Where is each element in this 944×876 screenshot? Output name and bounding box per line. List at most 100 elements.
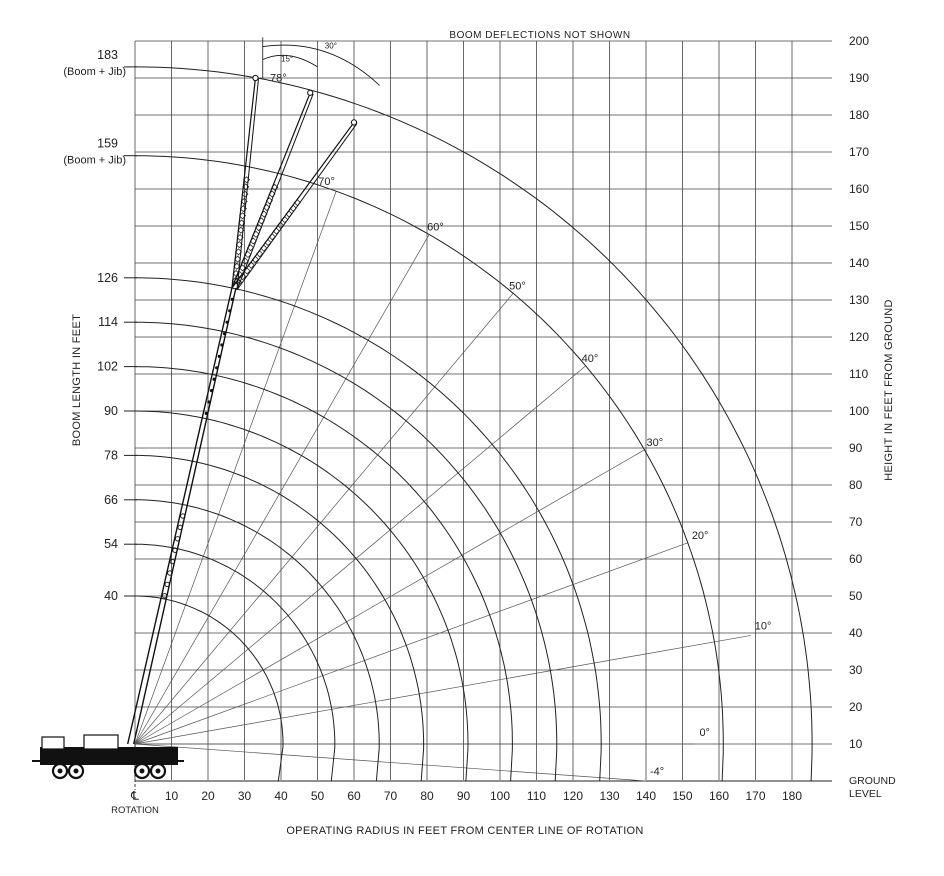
jib-lattice xyxy=(240,197,248,205)
jib-lattice xyxy=(252,230,260,238)
y-tick-label: 30 xyxy=(849,663,863,677)
x-tick-label: 60 xyxy=(347,789,361,803)
boom-rivet xyxy=(207,400,211,404)
x-tick-label: 30 xyxy=(238,789,252,803)
x-tick-label: 90 xyxy=(457,789,471,803)
jib-lattice xyxy=(239,212,247,220)
y-tick-label: 70 xyxy=(849,515,863,529)
labels: 10 20 30 40 50 60 70 80 90 100 110 120 130 140 150 160 1… xyxy=(63,34,869,803)
crane-cab xyxy=(41,736,65,750)
jib-lattice xyxy=(235,241,243,249)
length-arc-54 xyxy=(135,543,336,782)
length-label: 114 xyxy=(98,315,118,329)
boom-rivet xyxy=(174,536,181,542)
top-note: BOOM DEFLECTIONS NOT SHOWN xyxy=(449,30,630,41)
jib-lattice xyxy=(247,261,255,269)
y-tick-label: 190 xyxy=(849,71,869,85)
jib-lattice xyxy=(239,273,247,281)
x-tick-label: 20 xyxy=(201,789,215,803)
jib-lattice xyxy=(232,270,240,278)
boom-rivet xyxy=(177,524,183,531)
boom-rivet xyxy=(204,411,208,415)
angle-label: 70° xyxy=(318,176,335,188)
jib-lattice xyxy=(243,176,251,184)
jib-tip xyxy=(350,119,358,126)
length-arc-40 xyxy=(135,595,284,782)
jib-lattice xyxy=(271,183,279,191)
jib-lattice xyxy=(272,227,280,235)
truck-crane-icon xyxy=(32,734,184,790)
boom-rivet xyxy=(209,388,214,393)
x-tick-label: 40 xyxy=(274,789,288,803)
angle-line xyxy=(134,449,645,745)
ground-label: GROUND xyxy=(849,775,896,787)
angle-line xyxy=(134,542,688,745)
y-tick-label: 180 xyxy=(849,108,869,122)
boom-rivet xyxy=(172,547,178,553)
jib-lattice xyxy=(244,250,252,258)
angle-label: 40° xyxy=(582,353,599,365)
y-tick-label: 120 xyxy=(849,330,869,344)
boom-angle-lines xyxy=(134,191,751,782)
crane-hub xyxy=(73,768,79,774)
jib-lattice xyxy=(234,255,242,263)
boom-rivet xyxy=(230,297,234,301)
boom-rivet xyxy=(215,366,219,370)
level-label: LEVEL xyxy=(849,788,882,800)
jib-offset-arc xyxy=(262,54,318,68)
jib-line xyxy=(236,93,314,291)
jib-line xyxy=(236,123,358,291)
x-origin-label: ROTATION xyxy=(111,805,159,816)
jib-lattice xyxy=(242,183,250,191)
boom-rivet xyxy=(217,354,221,358)
jib-lattice xyxy=(293,199,301,207)
crane-upper xyxy=(83,734,119,750)
length-sublabel: (Boom + Jib) xyxy=(63,66,126,78)
jib-lattice xyxy=(233,262,241,270)
y-tick-label: 130 xyxy=(849,293,869,307)
jib-lattice xyxy=(247,244,255,252)
x-tick-label: 140 xyxy=(636,789,656,803)
x-tick-label: 180 xyxy=(782,789,802,803)
jib-lattice xyxy=(277,221,285,229)
x-tick-label: 100 xyxy=(490,789,510,803)
jib-tip xyxy=(252,74,259,82)
angle-line xyxy=(134,635,751,745)
crane-hub xyxy=(57,768,63,774)
boom-rivet xyxy=(220,343,224,347)
jib-line xyxy=(231,92,311,289)
y-tick-label: 40 xyxy=(849,626,863,640)
jib-lattice xyxy=(281,216,289,224)
jib-lattice xyxy=(265,197,273,205)
length-label: 102 xyxy=(97,360,118,374)
y-tick-label: 140 xyxy=(849,256,869,270)
length-arc-183 xyxy=(134,66,813,782)
boom-rivet xyxy=(228,309,232,313)
angle-label: 10° xyxy=(755,620,772,632)
boom-rivet xyxy=(161,593,168,599)
angle-label: -4° xyxy=(650,766,664,778)
y-axis-title-left: BOOM LENGTH IN FEET xyxy=(71,314,83,446)
length-arc-159 xyxy=(134,155,724,782)
jib-lattice xyxy=(260,210,268,218)
length-label: 66 xyxy=(104,493,118,507)
jib-lattice xyxy=(237,226,245,234)
angle-line xyxy=(134,365,586,745)
jib-lattice xyxy=(260,244,268,252)
boom-rivet xyxy=(164,581,170,588)
length-label: 78 xyxy=(104,448,118,462)
angle-label: 60° xyxy=(427,222,444,234)
length-arc-66 xyxy=(135,499,380,782)
jib-lattice xyxy=(257,217,265,225)
angle-label: 50° xyxy=(509,280,526,292)
boom-rivet xyxy=(169,558,176,565)
jib-offset-label: 30° xyxy=(325,41,337,50)
jib-lattice xyxy=(263,203,271,211)
angle-label: 30° xyxy=(646,437,663,449)
crane-hub xyxy=(139,768,145,774)
y-tick-label: 110 xyxy=(849,367,868,381)
grid xyxy=(134,40,832,782)
y-tick-label: 100 xyxy=(849,404,869,418)
